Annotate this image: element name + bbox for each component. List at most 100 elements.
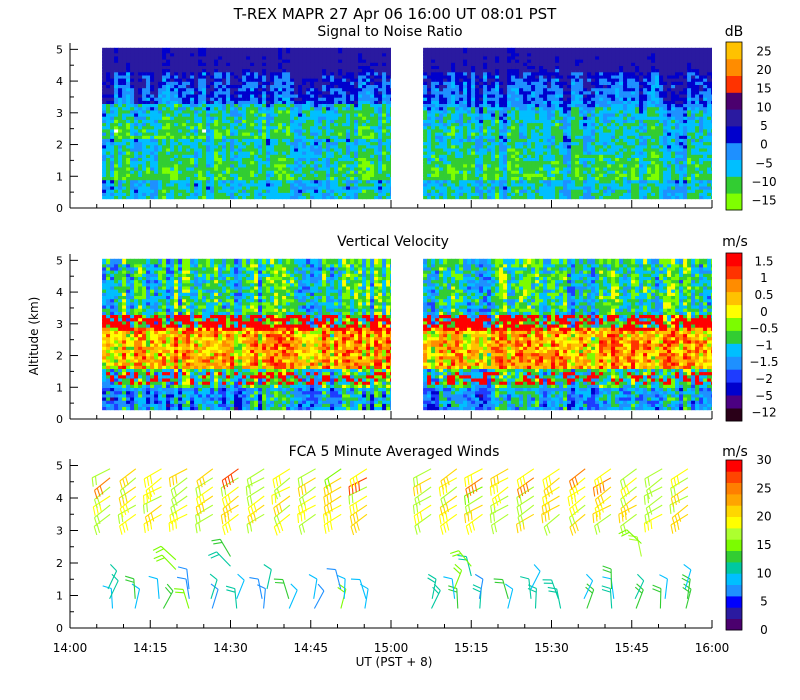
heatmap-cell [158,79,163,85]
heatmap-cell [110,79,115,85]
heatmap-cell [378,133,383,139]
heatmap-cell [374,152,379,158]
heatmap-cell [250,104,255,111]
heatmap-cell [358,47,363,54]
heatmap-cell [290,66,295,73]
heatmap-cell [222,187,227,193]
heatmap-cell [382,181,387,187]
heatmap-cell [194,66,199,73]
heatmap-cell [130,158,135,165]
heatmap-cell [511,149,516,155]
heatmap-cell [431,143,436,149]
heatmap-cell [118,54,123,60]
heatmap-cell [358,155,363,162]
heatmap-cell [382,92,387,98]
heatmap-cell [258,123,263,130]
heatmap-cell [190,76,195,82]
heatmap-cell [206,184,211,190]
heatmap-cell [330,47,335,54]
heatmap-cell [226,104,231,111]
heatmap-cell [278,79,283,85]
heatmap-cell [266,47,271,54]
heatmap-cell [238,133,243,139]
heatmap-cell [467,139,472,146]
heatmap-cell [342,108,347,114]
heatmap-cell [330,104,335,111]
heatmap-cell [443,149,448,155]
heatmap-cell [314,155,319,162]
heatmap-cell [218,117,223,124]
heatmap-cell [150,82,155,89]
heatmap-cell [459,98,464,104]
heatmap-cell [218,111,223,117]
heatmap-cell [166,66,171,73]
heatmap-cell [198,127,203,133]
heatmap-cell [527,123,532,130]
heatmap-cell [423,174,428,181]
heatmap-cell [234,89,239,95]
heatmap-cell [511,82,516,89]
heatmap-cell [342,82,347,89]
heatmap-cell [503,120,508,127]
heatmap-cell [483,70,488,76]
heatmap-cell [266,127,271,133]
heatmap-cell [322,171,327,177]
heatmap-cell [370,82,375,89]
heatmap-cell [362,95,367,101]
heatmap-cell [483,98,488,104]
heatmap-cell [154,117,159,124]
heatmap-cell [366,73,371,79]
heatmap-cell [330,184,335,190]
heatmap-cell [290,123,295,130]
heatmap-cell [154,54,159,60]
heatmap-cell [427,54,432,60]
heatmap-cell [238,76,243,82]
heatmap-cell [126,165,131,171]
heatmap-cell [370,123,375,130]
heatmap-cell [230,66,235,73]
heatmap-cell [495,92,500,98]
heatmap-cell [342,171,347,177]
heatmap-cell [382,114,387,120]
heatmap-cell [242,70,247,76]
heatmap-cell [270,184,275,190]
heatmap-cell [170,127,175,133]
heatmap-cell [427,158,432,165]
heatmap-cell [214,85,219,92]
heatmap-cell [130,127,135,133]
heatmap-cell [523,111,528,117]
heatmap-cell [146,174,151,181]
heatmap-cell [491,57,496,63]
heatmap-cell [527,139,532,146]
heatmap-cell [358,193,363,200]
heatmap-cell [342,57,347,63]
heatmap-cell [114,177,119,184]
heatmap-cell [310,181,315,187]
heatmap-cell [551,54,556,60]
heatmap-cell [122,146,127,152]
heatmap-cell [318,133,323,139]
heatmap-cell [250,171,255,177]
heatmap-cell [326,111,331,117]
heatmap-cell [350,123,355,130]
heatmap-cell [194,130,199,136]
heatmap-cell [138,120,143,127]
heatmap-cell [202,82,207,89]
heatmap-cell [459,177,464,184]
heatmap-cell [146,47,151,54]
heatmap-cell [190,57,195,63]
heatmap-cell [511,104,516,111]
heatmap-cell [250,165,255,171]
heatmap-cell [366,98,371,104]
heatmap-cell [122,57,127,63]
heatmap-cell [118,85,123,92]
heatmap-cell [338,60,343,66]
heatmap-cell [154,165,159,171]
heatmap-cell [471,190,476,196]
heatmap-cell [178,146,183,152]
heatmap-cell [322,127,327,133]
heatmap-cell [390,114,391,120]
heatmap-cell [334,162,339,168]
heatmap-cell [491,104,496,111]
heatmap-cell [435,82,440,89]
